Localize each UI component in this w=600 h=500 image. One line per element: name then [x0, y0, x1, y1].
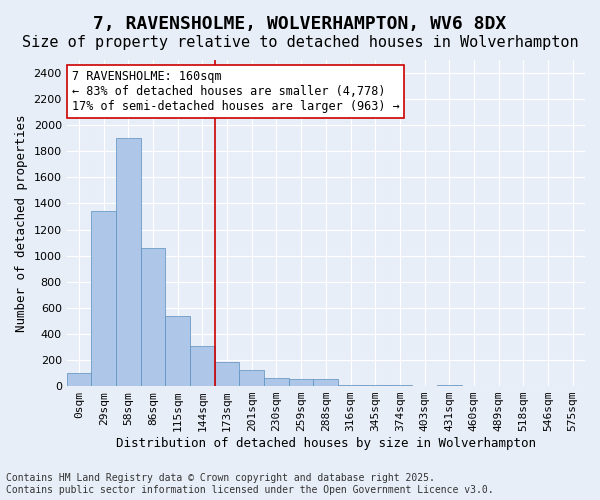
Bar [215, 362, 239, 386]
Bar [239, 370, 264, 386]
X-axis label: Distribution of detached houses by size in Wolverhampton: Distribution of detached houses by size … [116, 437, 536, 450]
Text: 7 RAVENSHOLME: 160sqm
← 83% of detached houses are smaller (4,778)
17% of semi-d: 7 RAVENSHOLME: 160sqm ← 83% of detached … [72, 70, 400, 113]
Bar [141, 248, 166, 386]
Text: Contains HM Land Registry data © Crown copyright and database right 2025.
Contai: Contains HM Land Registry data © Crown c… [6, 474, 494, 495]
Text: 7, RAVENSHOLME, WOLVERHAMPTON, WV6 8DX: 7, RAVENSHOLME, WOLVERHAMPTON, WV6 8DX [94, 15, 506, 33]
Bar [116, 138, 141, 386]
Bar [338, 385, 363, 386]
Bar [363, 385, 388, 386]
Bar [166, 316, 190, 386]
Bar [388, 385, 412, 386]
Text: Size of property relative to detached houses in Wolverhampton: Size of property relative to detached ho… [22, 35, 578, 50]
Bar [264, 378, 289, 386]
Bar [289, 379, 313, 386]
Bar [91, 212, 116, 386]
Bar [190, 346, 215, 386]
Bar [437, 385, 461, 386]
Bar [313, 379, 338, 386]
Bar [67, 373, 91, 386]
Y-axis label: Number of detached properties: Number of detached properties [15, 114, 28, 332]
